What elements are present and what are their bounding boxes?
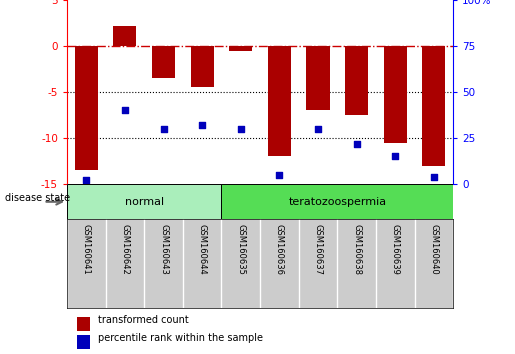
Bar bbox=[345, 46, 368, 115]
Text: normal: normal bbox=[125, 197, 164, 207]
Point bbox=[82, 178, 91, 183]
Text: GSM160642: GSM160642 bbox=[121, 224, 129, 275]
Text: GSM160638: GSM160638 bbox=[352, 224, 361, 275]
Text: GSM160636: GSM160636 bbox=[275, 224, 284, 275]
Point bbox=[236, 126, 245, 132]
Text: teratozoospermia: teratozoospermia bbox=[288, 197, 386, 207]
Bar bbox=[75, 46, 98, 170]
Text: GSM160639: GSM160639 bbox=[391, 224, 400, 275]
Bar bbox=[422, 46, 445, 166]
Point bbox=[159, 126, 167, 132]
Point bbox=[314, 126, 322, 132]
Text: GSM160635: GSM160635 bbox=[236, 224, 245, 275]
Bar bbox=[191, 46, 214, 87]
Text: GSM160641: GSM160641 bbox=[82, 224, 91, 275]
Text: transformed count: transformed count bbox=[98, 315, 188, 325]
Text: GSM160640: GSM160640 bbox=[430, 224, 438, 275]
Point bbox=[391, 154, 400, 159]
Point bbox=[121, 108, 129, 113]
Point bbox=[430, 174, 438, 179]
Bar bbox=[67, 184, 221, 219]
Text: percentile rank within the sample: percentile rank within the sample bbox=[98, 333, 263, 343]
Bar bbox=[229, 46, 252, 51]
Bar bbox=[268, 46, 291, 156]
Text: disease state: disease state bbox=[5, 193, 70, 203]
Bar bbox=[306, 46, 330, 110]
Text: GSM160643: GSM160643 bbox=[159, 224, 168, 275]
Bar bbox=[384, 46, 407, 143]
Point bbox=[275, 172, 283, 178]
Bar bbox=[221, 184, 453, 219]
Text: GSM160644: GSM160644 bbox=[198, 224, 207, 275]
Text: GSM160637: GSM160637 bbox=[314, 224, 322, 275]
Bar bbox=[152, 46, 175, 78]
Bar bbox=[113, 26, 136, 46]
Point bbox=[352, 141, 360, 147]
Point bbox=[198, 122, 206, 128]
